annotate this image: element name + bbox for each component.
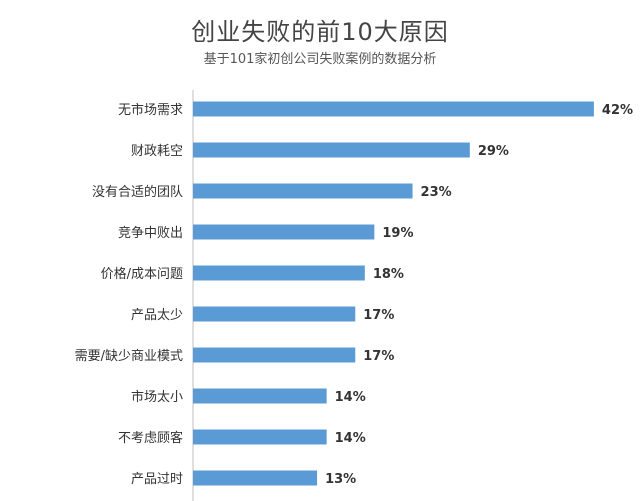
bar — [193, 388, 327, 404]
category-label: 没有合适的团队 — [92, 184, 183, 200]
category-label: 竞争中败出 — [118, 225, 183, 241]
category-label: 市场太小 — [131, 389, 183, 405]
bar — [193, 265, 365, 281]
value-label: 23% — [421, 185, 452, 200]
value-label: 17% — [363, 308, 394, 323]
chart-title: 创业失败的前10大原因 — [191, 18, 449, 46]
category-label: 财政耗空 — [131, 144, 183, 159]
value-label: 42% — [602, 103, 633, 118]
category-label: 产品太少 — [131, 308, 183, 323]
bar — [193, 101, 594, 117]
value-label: 17% — [363, 349, 394, 364]
value-label: 14% — [335, 390, 366, 405]
bar — [193, 470, 318, 486]
category-label: 无市场需求 — [118, 102, 183, 118]
bar — [193, 142, 470, 158]
value-label: 19% — [382, 226, 413, 241]
category-label: 产品过时 — [131, 472, 183, 487]
bar — [193, 306, 356, 322]
category-label: 价格/成本问题 — [101, 266, 183, 282]
bar — [193, 183, 413, 199]
value-label: 18% — [373, 267, 404, 282]
bar — [193, 429, 327, 445]
chart-subtitle: 基于101家初创公司失败案例的数据分析 — [203, 52, 437, 67]
category-label: 需要/缺少商业模式 — [75, 349, 183, 364]
value-label: 14% — [335, 431, 366, 446]
value-label: 13% — [325, 472, 356, 487]
category-label: 不考虑顾客 — [118, 430, 183, 446]
bar — [193, 224, 375, 240]
bar — [193, 347, 356, 363]
value-label: 29% — [478, 144, 509, 159]
